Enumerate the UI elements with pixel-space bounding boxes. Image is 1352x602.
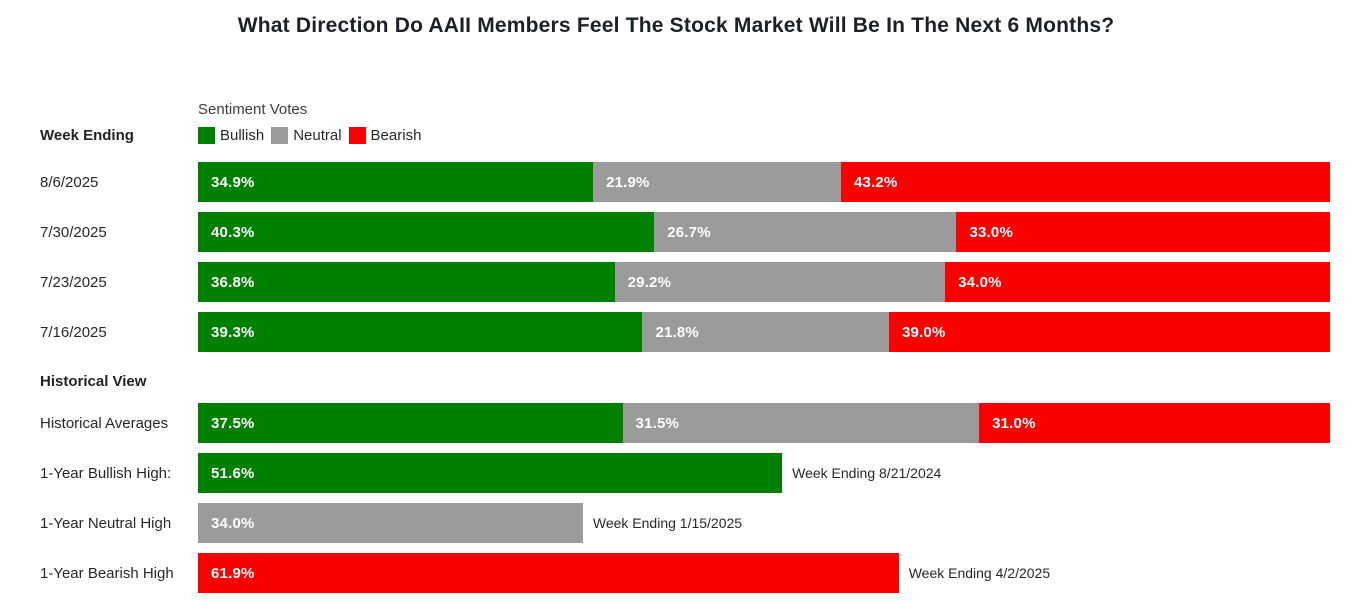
segment-value: 36.8% [211, 273, 255, 291]
chart-header: Week Ending Sentiment Votes Bullish Neut… [0, 100, 1352, 144]
sentiment-row-week-1: 8/6/2025 34.9% 21.9% 43.2% [0, 162, 1352, 202]
bullish-segment: 34.9% [198, 162, 594, 202]
bullish-segment: 40.3% [198, 212, 655, 252]
row-label: 7/16/2025 [40, 323, 107, 341]
row-label: Historical Averages [40, 414, 169, 432]
neutral-segment: 21.8% [642, 312, 889, 352]
sentiment-row-week-4: 7/16/2025 39.3% 21.8% 39.0% [0, 312, 1352, 352]
historical-averages-row: Historical Averages 37.5% 31.5% 31.0% [0, 403, 1352, 443]
segment-value: 51.6% [211, 464, 255, 482]
single-bar-cell: 61.9% Week Ending 4/2/2025 [198, 553, 1330, 593]
row-label: 1-Year Neutral High [40, 514, 172, 532]
segment-value: 31.0% [992, 414, 1036, 432]
segment-value: 34.0% [211, 514, 255, 532]
bullish-swatch-icon [198, 127, 215, 144]
week-ending-heading: Week Ending [40, 127, 134, 144]
bearish-swatch-icon [348, 127, 366, 144]
segment-value: 43.2% [853, 173, 898, 191]
bar-note: Week Ending 4/2/2025 [908, 565, 1051, 581]
stacked-bar: 34.9% 21.9% 43.2% [198, 162, 1330, 202]
bullish-segment: 37.5% [198, 403, 623, 443]
segment-value: 21.9% [606, 173, 650, 191]
row-label: 8/6/2025 [40, 173, 99, 191]
bearish-segment: 43.2% [840, 162, 1330, 202]
historical-view-heading: Historical View [40, 372, 147, 390]
bearish-segment: 33.0% [956, 212, 1331, 252]
segment-value: 21.8% [655, 323, 699, 341]
row-label: 7/23/2025 [40, 273, 107, 291]
neutral-segment: 29.2% [614, 262, 946, 302]
bar-note: Week Ending 1/15/2025 [592, 515, 743, 531]
bearish-high-bar: 61.9% [198, 553, 899, 593]
legend-label-bullish: Bullish [220, 127, 265, 144]
stacked-bar: 36.8% 29.2% 34.0% [198, 262, 1330, 302]
segment-value: 34.9% [211, 173, 255, 191]
legend-label-neutral: Neutral [293, 127, 342, 144]
single-bar-cell: 34.0% Week Ending 1/15/2025 [198, 503, 1330, 543]
legend-item-bearish: Bearish [348, 127, 422, 144]
segment-value: 39.0% [901, 323, 946, 341]
historical-view-heading-row: Historical View [0, 372, 1352, 390]
neutral-high-row: 1-Year Neutral High 34.0% Week Ending 1/… [0, 503, 1352, 543]
legend-item-neutral: Neutral [271, 127, 342, 144]
neutral-segment: 21.9% [593, 162, 841, 202]
bullish-segment: 39.3% [198, 312, 643, 352]
row-label: 1-Year Bearish High [40, 564, 174, 582]
segment-value: 29.2% [627, 273, 672, 291]
bar-note: Week Ending 8/21/2024 [792, 465, 942, 481]
legend-title: Sentiment Votes [198, 101, 308, 118]
legend-label-bearish: Bearish [370, 127, 422, 144]
sentiment-row-week-2: 7/30/2025 40.3% 26.7% 33.0% [0, 212, 1352, 252]
bearish-segment: 34.0% [945, 262, 1330, 302]
segment-value: 37.5% [211, 414, 255, 432]
segment-value: 40.3% [211, 223, 255, 241]
bearish-high-row: 1-Year Bearish High 61.9% Week Ending 4/… [0, 553, 1352, 593]
neutral-high-bar: 34.0% [198, 503, 583, 543]
neutral-segment: 31.5% [622, 403, 980, 443]
row-label: 1-Year Bullish High: [40, 464, 172, 482]
segment-value: 33.0% [969, 223, 1013, 241]
segment-value: 26.7% [667, 223, 711, 241]
bullish-high-bar: 51.6% [198, 453, 783, 493]
bullish-high-row: 1-Year Bullish High: 51.6% Week Ending 8… [0, 453, 1352, 493]
stacked-bar: 37.5% 31.5% 31.0% [198, 403, 1330, 443]
stacked-bar: 39.3% 21.8% 39.0% [198, 312, 1330, 352]
bullish-segment: 36.8% [198, 262, 615, 302]
segment-value: 31.5% [635, 414, 680, 432]
stacked-bar: 40.3% 26.7% 33.0% [198, 212, 1331, 252]
row-label: 7/30/2025 [40, 223, 107, 241]
chart-title: What Direction Do AAII Members Feel The … [237, 14, 1115, 37]
legend-item-bullish: Bullish [198, 127, 264, 144]
neutral-segment: 26.7% [654, 212, 957, 252]
segment-value: 34.0% [958, 273, 1002, 291]
single-bar-cell: 51.6% Week Ending 8/21/2024 [198, 453, 1330, 493]
legend-block: Sentiment Votes Bullish Neutral Bearish [198, 101, 1330, 144]
segment-value: 61.9% [211, 564, 255, 582]
bearish-segment: 39.0% [888, 312, 1330, 352]
bearish-segment: 31.0% [979, 403, 1330, 443]
legend: Bullish Neutral Bearish [198, 127, 1330, 144]
sentiment-row-week-3: 7/23/2025 36.8% 29.2% 34.0% [0, 262, 1352, 302]
segment-value: 39.3% [211, 323, 255, 341]
neutral-swatch-icon [271, 127, 289, 144]
